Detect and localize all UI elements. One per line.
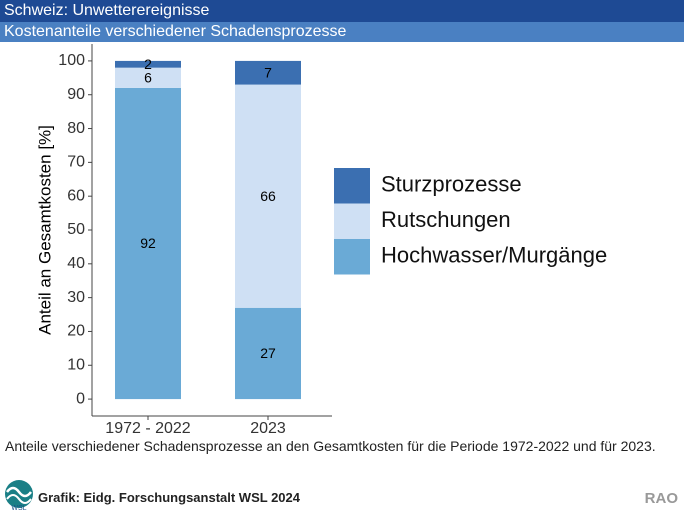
legend-label: Rutschungen (381, 207, 511, 232)
credit: Grafik: Eidg. Forschungsanstalt WSL 2024 (38, 490, 300, 505)
data-label: 27 (260, 345, 276, 361)
y-tick-label: 90 (67, 86, 85, 103)
y-tick-label: 70 (67, 154, 85, 171)
caption: Anteile verschiedener Schadensprozesse a… (5, 438, 656, 454)
legend-label: Sturzprozesse (381, 172, 522, 197)
y-tick-label: 0 (76, 390, 85, 407)
bar-segment (115, 60, 181, 68)
legend-swatch (334, 203, 370, 239)
data-label: 66 (260, 188, 276, 204)
y-tick-label: 30 (67, 289, 85, 306)
logo-text: WSL (11, 505, 26, 512)
y-tick-label: 40 (67, 255, 85, 272)
y-tick-label: 10 (67, 356, 85, 373)
data-label: 7 (264, 64, 272, 80)
y-axis-label: Anteil an Gesamtkosten [%] (35, 125, 54, 335)
y-tick-label: 80 (67, 120, 85, 137)
bar-segment (115, 67, 181, 88)
data-label: 92 (140, 235, 156, 251)
y-tick-label: 100 (58, 52, 85, 69)
y-tick-label: 60 (67, 187, 85, 204)
legend-swatch (334, 168, 370, 204)
logo: WSL (5, 480, 33, 512)
legend-swatch (334, 239, 370, 275)
x-tick-label: 2023 (250, 420, 286, 437)
legend-label: Hochwasser/Murgänge (381, 243, 607, 268)
bar-segment (235, 307, 301, 400)
subtitle: Kostenanteile verschiedener Schadensproz… (0, 22, 684, 42)
code: RAO (644, 490, 678, 507)
x-tick-label: 1972 - 2022 (105, 420, 191, 437)
data-label: 6 (144, 70, 152, 86)
bar-segment (235, 60, 301, 85)
bar-segment (115, 87, 181, 400)
title: Schweiz: Unwetterereignisse (0, 0, 684, 22)
y-tick-label: 20 (67, 323, 85, 340)
data-label: 2 (144, 56, 152, 72)
y-tick-label: 50 (67, 221, 85, 238)
bar-segment (235, 84, 301, 308)
